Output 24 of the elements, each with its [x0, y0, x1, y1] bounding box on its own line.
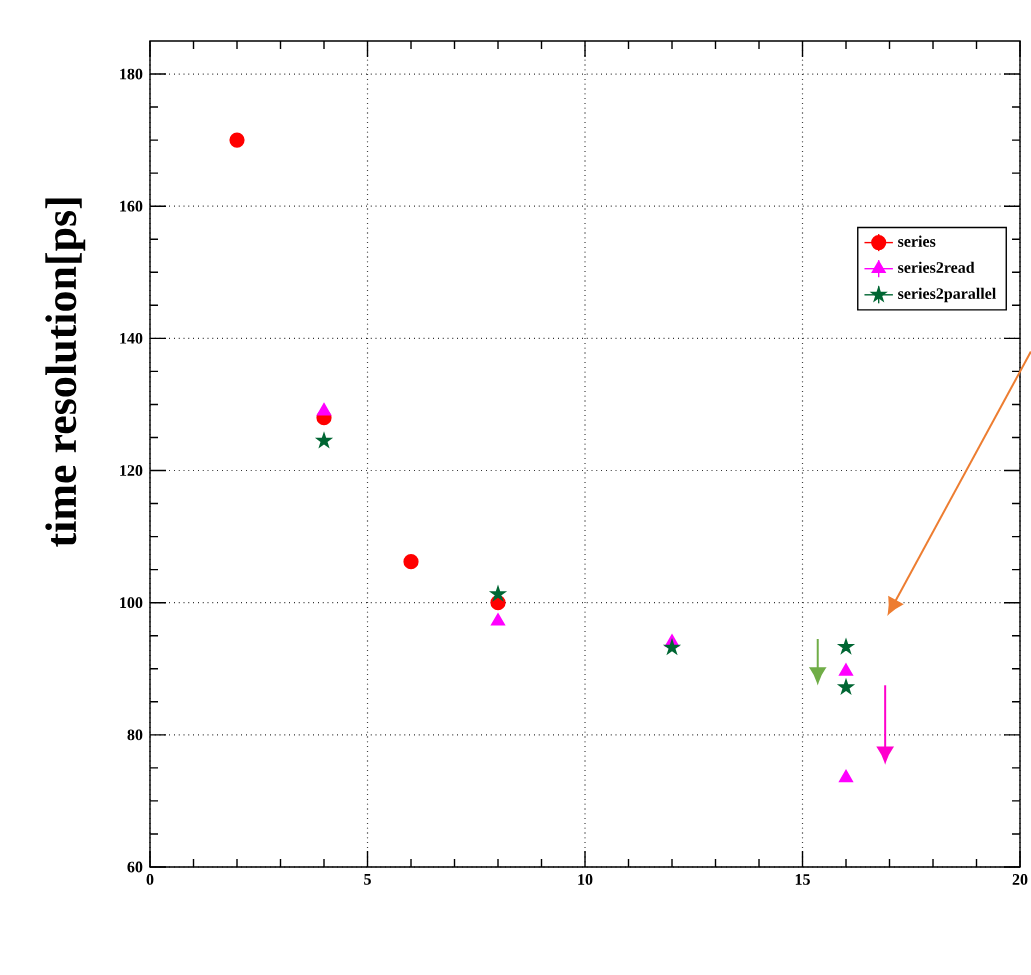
point [839, 663, 853, 676]
legend-label: series2parallel [898, 287, 996, 303]
legend-label: series2read [898, 261, 975, 273]
point [229, 132, 245, 148]
x-tick-label: 20 [1012, 874, 1028, 885]
point [403, 554, 419, 570]
x-tick-label: 0 [146, 874, 154, 885]
x-tick-label: 10 [578, 874, 593, 885]
y-tick-label: 100 [120, 597, 143, 609]
point [839, 770, 853, 783]
y-axis-title: time resolution[ps] [45, 198, 86, 547]
y-tick-label: 60 [127, 861, 143, 873]
point [315, 431, 333, 449]
y-tick-label: 160 [120, 200, 143, 212]
y-tick-label: 120 [120, 465, 143, 476]
x-tick-label: 15 [795, 874, 810, 885]
y-tick-label: 180 [120, 68, 143, 80]
x-tick-label: 5 [364, 874, 371, 885]
legend-label: series [898, 235, 936, 247]
point [317, 403, 331, 416]
point [491, 613, 505, 626]
y-tick-label: 140 [120, 332, 143, 344]
point [663, 638, 681, 656]
y-tick-label: 80 [127, 729, 143, 741]
